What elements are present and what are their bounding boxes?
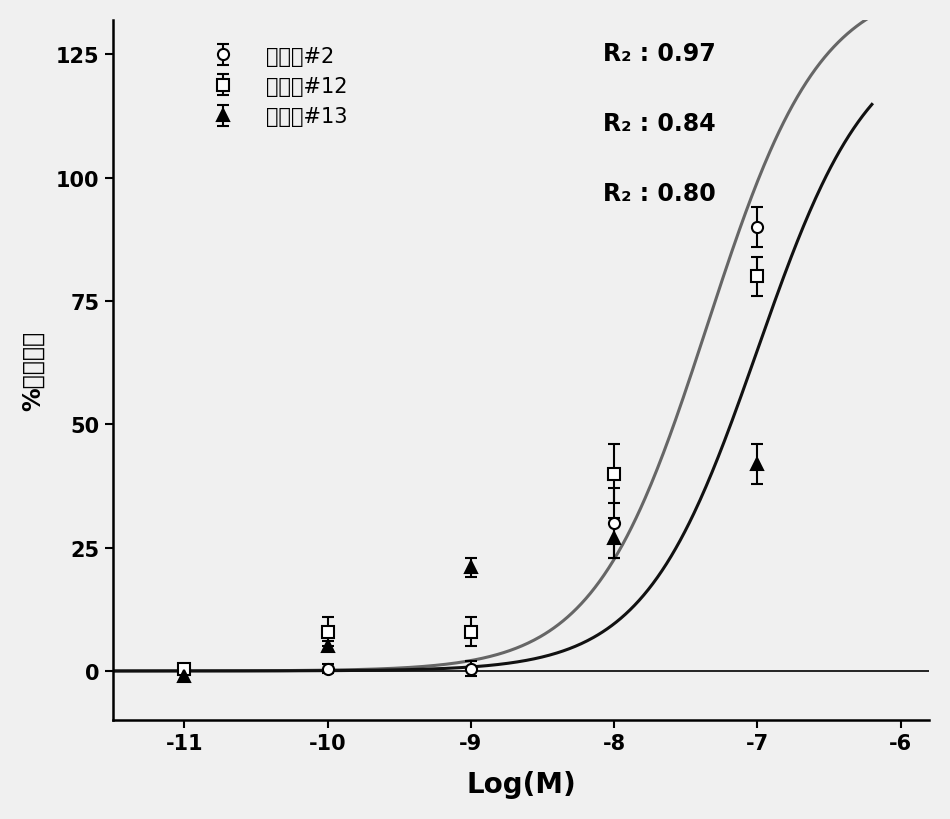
Y-axis label: %增殖接起: %增殖接起: [21, 331, 45, 410]
Text: R₂ : 0.80: R₂ : 0.80: [602, 182, 715, 206]
Text: R₂ : 0.84: R₂ : 0.84: [602, 111, 715, 136]
X-axis label: Log(M): Log(M): [466, 770, 576, 799]
Text: R₂ : 0.97: R₂ : 0.97: [602, 42, 715, 66]
Legend: 化合物#2, 化合物#12, 化合物#13: 化合物#2, 化合物#12, 化合物#13: [188, 38, 355, 136]
